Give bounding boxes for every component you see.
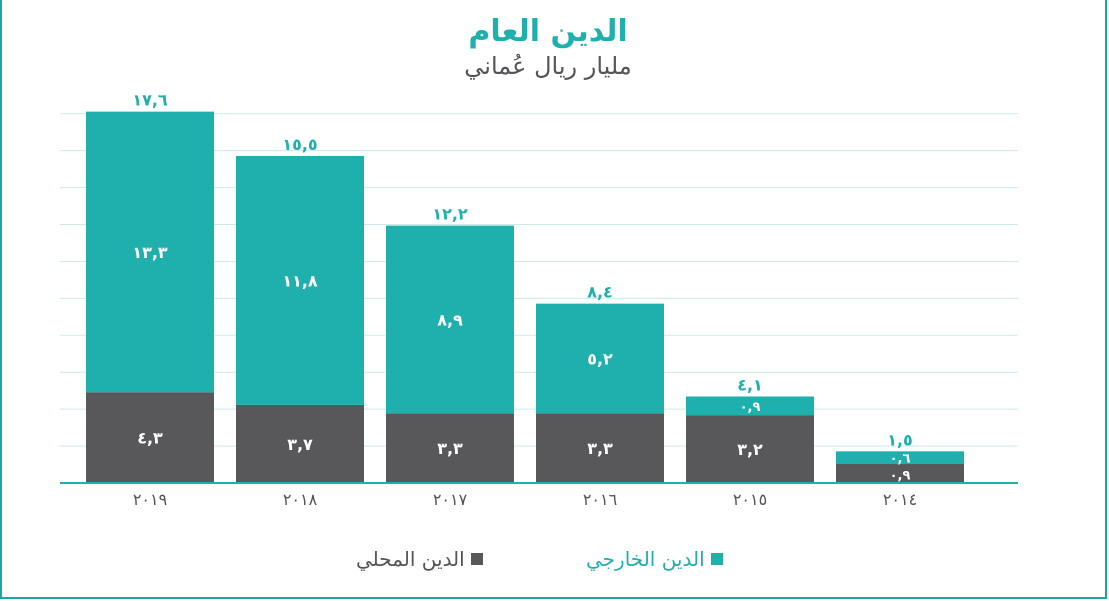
legend-domestic: الدين المحلي — [356, 545, 483, 573]
bar-external — [686, 396, 814, 416]
bar-external-label: ٨,٩ — [437, 310, 463, 329]
chart-title: الدين العام — [468, 14, 628, 49]
bar-external-label: ٥,٢ — [587, 350, 613, 369]
legend-external-swatch — [710, 553, 723, 565]
bar-total-label: ١٢,٢ — [432, 205, 468, 224]
legend-domestic-swatch — [470, 553, 483, 565]
x-tick-label: ٢٠١٥ — [733, 490, 767, 509]
bar-total-label: ١٥,٥ — [282, 135, 317, 154]
legend-external: الدين الخارجي — [586, 545, 723, 573]
bar-external-label: ١١,٨ — [282, 271, 318, 290]
bar-domestic-label: ٣,٣ — [437, 439, 463, 458]
bar-external — [86, 111, 214, 393]
bar-external-label: ٠,٦ — [890, 452, 911, 467]
bar-external-label: ١٣,٣ — [132, 243, 168, 262]
bar-domestic — [236, 404, 364, 483]
chart-subtitle: مليار ريال عُماني — [464, 52, 632, 80]
bar-total-label: ٨,٤ — [587, 283, 613, 302]
bar-domestic-label: ٣,٣ — [587, 439, 613, 458]
bar-domestic-label: ٠,٩ — [890, 469, 911, 484]
x-tick-label: ٢٠١٧ — [433, 490, 468, 509]
bar-domestic-label: ٤,٣ — [137, 429, 163, 448]
x-tick-label: ٢٠١٤ — [883, 490, 917, 509]
bar-total-label: ١,٥ — [887, 430, 913, 449]
x-tick-label: ٢٠١٦ — [583, 490, 617, 509]
bar-external-label: ٠,٩ — [740, 400, 761, 415]
frame-left-border — [0, 0, 2, 599]
bar-domestic — [386, 413, 514, 483]
bar-external — [536, 303, 664, 414]
bar-external — [386, 225, 514, 414]
x-tick-label: ٢٠١٨ — [283, 490, 318, 509]
legend-domestic-label: الدين المحلي — [356, 547, 465, 571]
bar-domestic — [686, 415, 814, 483]
bar-total-label: ١٧,٦ — [132, 91, 168, 110]
bar-domestic — [536, 413, 664, 483]
x-tick-label: ٢٠١٩ — [133, 490, 167, 509]
bar-domestic — [836, 464, 964, 483]
bar-external — [836, 451, 964, 465]
bar-domestic — [86, 392, 214, 483]
bar-external — [236, 155, 364, 405]
bar-domestic-label: ٣,٢ — [737, 440, 763, 459]
bar-total-label: ٤,١ — [737, 375, 763, 394]
bar-domestic-label: ٣,٧ — [287, 435, 313, 454]
legend-external-label: الدين الخارجي — [586, 547, 705, 571]
